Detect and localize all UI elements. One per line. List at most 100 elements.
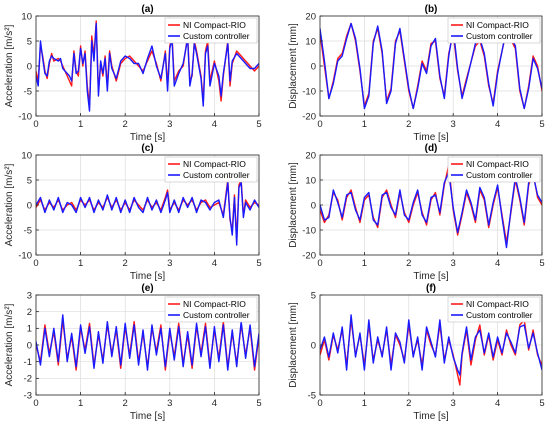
x-tick-label: 1 <box>78 258 83 269</box>
y-tick-label: 10 <box>21 150 32 161</box>
x-tick-label: 1 <box>362 119 367 130</box>
panel-c: 0 1 2 3 4 5 -10 -5 0 5 10 (c) Time [s] Acceleration [… <box>4 143 262 282</box>
x-tick-label: 2 <box>406 398 411 409</box>
legend-label: NI Compact-RIO <box>183 299 246 309</box>
x-axis-label: Time [s] <box>413 271 448 282</box>
x-tick-label: 1 <box>362 398 367 409</box>
y-tick-label: 10 <box>305 36 316 47</box>
y-tick-label: 1 <box>27 324 32 335</box>
legend-label: Custom controller <box>183 310 250 320</box>
y-tick-label: -10 <box>302 86 316 97</box>
panel-d: 0 1 2 3 4 5 -20 -10 0 10 20 (d) Time [s] Displacement… <box>288 143 545 282</box>
y-tick-label: -20 <box>302 111 316 122</box>
x-tick-label: 4 <box>495 398 500 409</box>
legend-box <box>447 296 541 323</box>
x-tick-label: 2 <box>406 258 411 269</box>
legend-label: NI Compact-RIO <box>466 159 529 169</box>
y-tick-label: 0 <box>311 200 316 211</box>
y-axis-label: Displacement [mm] <box>288 302 299 388</box>
y-tick-label: 5 <box>27 36 32 47</box>
y-tick-label: -3 <box>24 390 32 401</box>
x-tick-label: 0 <box>33 398 38 409</box>
panel-title: (c) <box>141 143 153 154</box>
y-tick-label: 0 <box>27 340 32 351</box>
x-tick-label: 0 <box>33 258 38 269</box>
y-tick-label: 5 <box>27 175 32 186</box>
x-tick-label: 3 <box>451 119 456 130</box>
y-tick-label: -5 <box>24 225 32 236</box>
series-group <box>36 314 259 371</box>
x-tick-label: 0 <box>33 119 38 130</box>
legend-box <box>164 296 258 323</box>
y-tick-label: 0 <box>27 200 32 211</box>
series-group <box>320 314 542 386</box>
legend-box <box>164 17 258 44</box>
x-axis-label: Time [s] <box>413 132 448 143</box>
series-group <box>36 20 259 112</box>
x-tick-label: 1 <box>78 119 83 130</box>
panel-title: (d) <box>425 143 438 154</box>
y-axis-label: Acceleration [m/s²] <box>4 163 15 246</box>
series-line-custom-controller <box>320 314 542 376</box>
series-line-custom-controller <box>36 181 259 246</box>
y-tick-label: -10 <box>18 250 32 261</box>
legend-box <box>447 17 541 44</box>
legend-box <box>164 156 258 183</box>
x-tick-label: 4 <box>495 258 500 269</box>
y-tick-label: 10 <box>305 175 316 186</box>
panel-title: (f) <box>426 283 436 294</box>
y-tick-label: 0 <box>311 61 316 72</box>
legend-label: NI Compact-RIO <box>466 20 529 30</box>
y-tick-label: -1 <box>24 357 32 368</box>
x-tick-label: 3 <box>451 398 456 409</box>
legend-label: Custom controller <box>466 31 533 41</box>
y-tick-label: 20 <box>305 11 316 22</box>
series-group <box>36 179 259 246</box>
x-tick-label: 3 <box>167 258 172 269</box>
x-tick-label: 4 <box>212 119 217 130</box>
x-tick-label: 5 <box>539 398 544 409</box>
y-axis-label: Displacement [mm] <box>288 23 299 109</box>
y-tick-label: 20 <box>305 150 316 161</box>
panel-e: 0 1 2 3 4 5 -3 -2 -1 0 1 2 3 (e) Time [s] Acceleration … <box>4 283 262 422</box>
x-tick-label: 5 <box>256 398 261 409</box>
legend-label: Custom controller <box>183 170 250 180</box>
x-tick-label: 2 <box>123 398 128 409</box>
x-tick-label: 3 <box>451 258 456 269</box>
x-tick-label: 5 <box>539 119 544 130</box>
x-tick-label: 1 <box>78 398 83 409</box>
legend-label: NI Compact-RIO <box>183 159 246 169</box>
legend-label: Custom controller <box>466 170 533 180</box>
series-line-custom-controller <box>36 22 259 112</box>
legend-label: Custom controller <box>466 310 533 320</box>
x-axis-label: Time [s] <box>130 271 165 282</box>
x-tick-label: 1 <box>362 258 367 269</box>
y-tick-label: -2 <box>24 374 32 385</box>
x-tick-label: 2 <box>406 119 411 130</box>
panel-b: 0 1 2 3 4 5 -20 -10 0 10 20 (b) Time [s] Displacement… <box>288 4 545 143</box>
x-axis-label: Time [s] <box>130 132 165 143</box>
panel-a: 0 1 2 3 4 5 -10 -5 0 5 10 (a) Time [s] Acceleration [… <box>4 4 262 143</box>
series-group <box>320 164 542 249</box>
x-tick-label: 3 <box>167 398 172 409</box>
x-tick-label: 4 <box>212 398 217 409</box>
x-tick-label: 4 <box>212 258 217 269</box>
series-group <box>320 22 542 110</box>
y-tick-label: 0 <box>27 61 32 72</box>
x-tick-label: 5 <box>539 258 544 269</box>
legend-label: Custom controller <box>183 31 250 41</box>
y-tick-label: -5 <box>308 390 316 401</box>
y-axis-label: Acceleration [m/s²] <box>4 303 15 386</box>
x-tick-label: 0 <box>317 398 322 409</box>
y-tick-label: 10 <box>21 11 32 22</box>
x-tick-label: 2 <box>123 258 128 269</box>
y-tick-label: -10 <box>302 225 316 236</box>
legend-label: NI Compact-RIO <box>183 20 246 30</box>
y-axis-label: Acceleration [m/s²] <box>4 24 15 107</box>
series-line-custom-controller <box>36 314 259 371</box>
